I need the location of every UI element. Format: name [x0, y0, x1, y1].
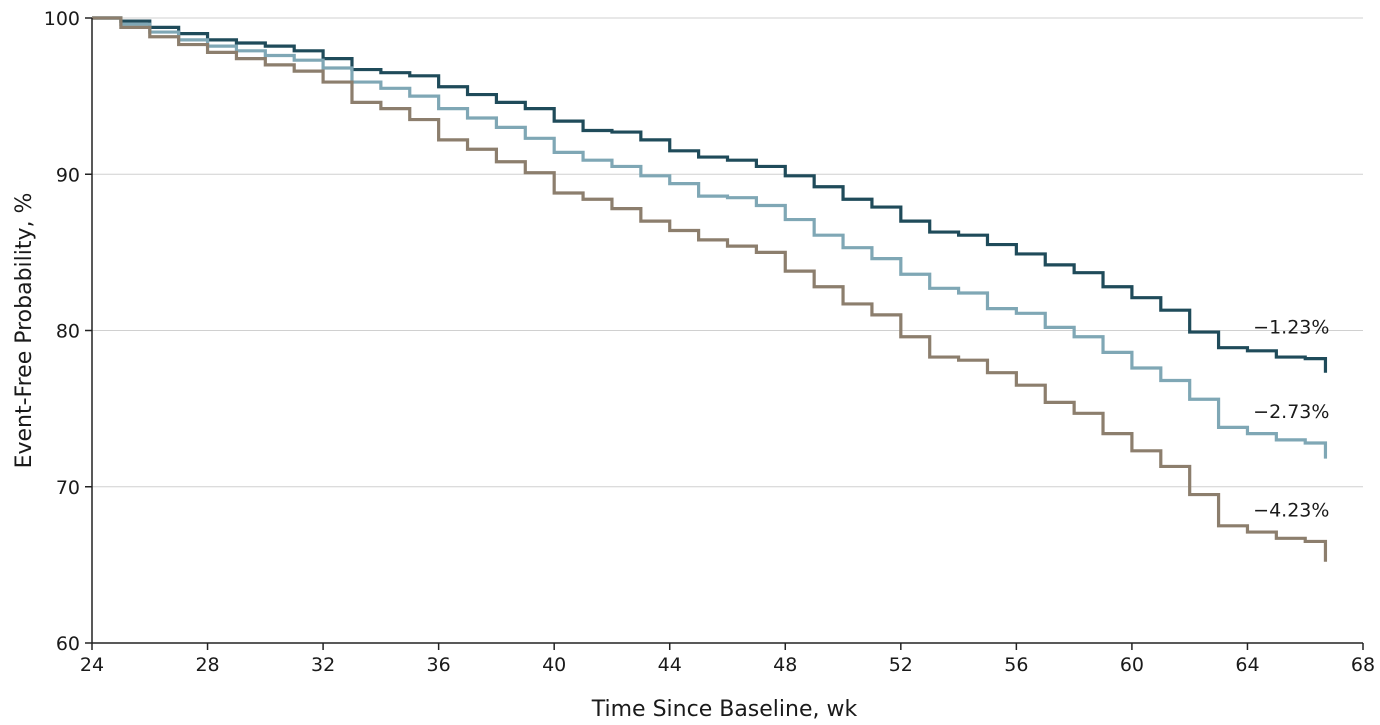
series-end-label: −2.73% — [1253, 401, 1329, 423]
series-line-3 — [92, 16, 1328, 562]
x-tick-label: 36 — [427, 654, 451, 676]
y-tick-label: 100 — [44, 8, 80, 30]
x-axis-title: Time Since Baseline, wk — [591, 697, 858, 722]
y-tick-label: 70 — [56, 477, 80, 499]
series-end-label: −1.23% — [1253, 317, 1329, 339]
x-tick-label: 24 — [80, 654, 104, 676]
series-line-2 — [92, 16, 1328, 459]
x-tick-label: 32 — [311, 654, 335, 676]
y-tick-label: 90 — [56, 164, 80, 186]
y-tick-label: 60 — [56, 633, 80, 655]
x-tick-label: 52 — [889, 654, 913, 676]
x-tick-label: 60 — [1120, 654, 1144, 676]
series-lines — [92, 16, 1328, 562]
x-tick-label: 56 — [1004, 654, 1028, 676]
y-axis-title: Event-Free Probability, % — [12, 193, 37, 469]
end-labels: −1.23% −2.73% −4.23% — [1253, 317, 1329, 522]
y-tick-label: 80 — [56, 321, 80, 343]
series-line-1 — [92, 16, 1328, 373]
x-tick-label: 44 — [658, 654, 682, 676]
x-tick-label: 64 — [1235, 654, 1259, 676]
x-tick-label: 68 — [1351, 654, 1375, 676]
x-tick-label: 28 — [195, 654, 219, 676]
y-ticks: 60 70 80 90 100 — [44, 8, 92, 655]
x-tick-label: 40 — [542, 654, 566, 676]
x-ticks: 24 28 32 36 40 44 48 52 56 60 64 68 — [80, 643, 1375, 676]
series-end-label: −4.23% — [1253, 499, 1329, 521]
gridlines — [92, 17, 1363, 488]
x-tick-label: 48 — [773, 654, 797, 676]
